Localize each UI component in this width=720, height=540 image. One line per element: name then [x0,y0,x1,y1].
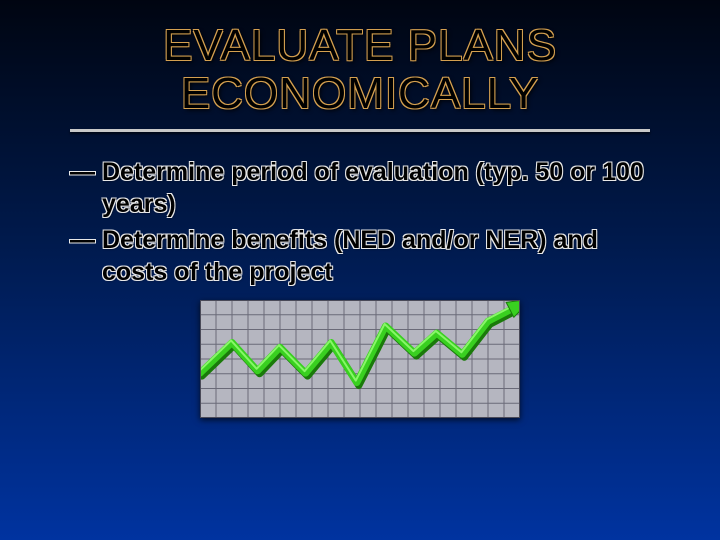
bullet-item: Determine period of evaluation (typ. 50 … [78,156,658,220]
title-line-1: EVALUATE PLANS [163,21,557,70]
presentation-slide: EVALUATE PLANS ECONOMICALLY Determine pe… [0,0,720,540]
bullet-item: Determine benefits (NED and/or NER) and … [78,224,658,288]
chart-container [0,300,720,418]
slide-title: EVALUATE PLANS ECONOMICALLY [0,22,720,125]
title-line-2: ECONOMICALLY [181,69,539,118]
trend-chart [200,300,520,418]
bullet-list: Determine period of evaluation (typ. 50 … [0,132,720,288]
